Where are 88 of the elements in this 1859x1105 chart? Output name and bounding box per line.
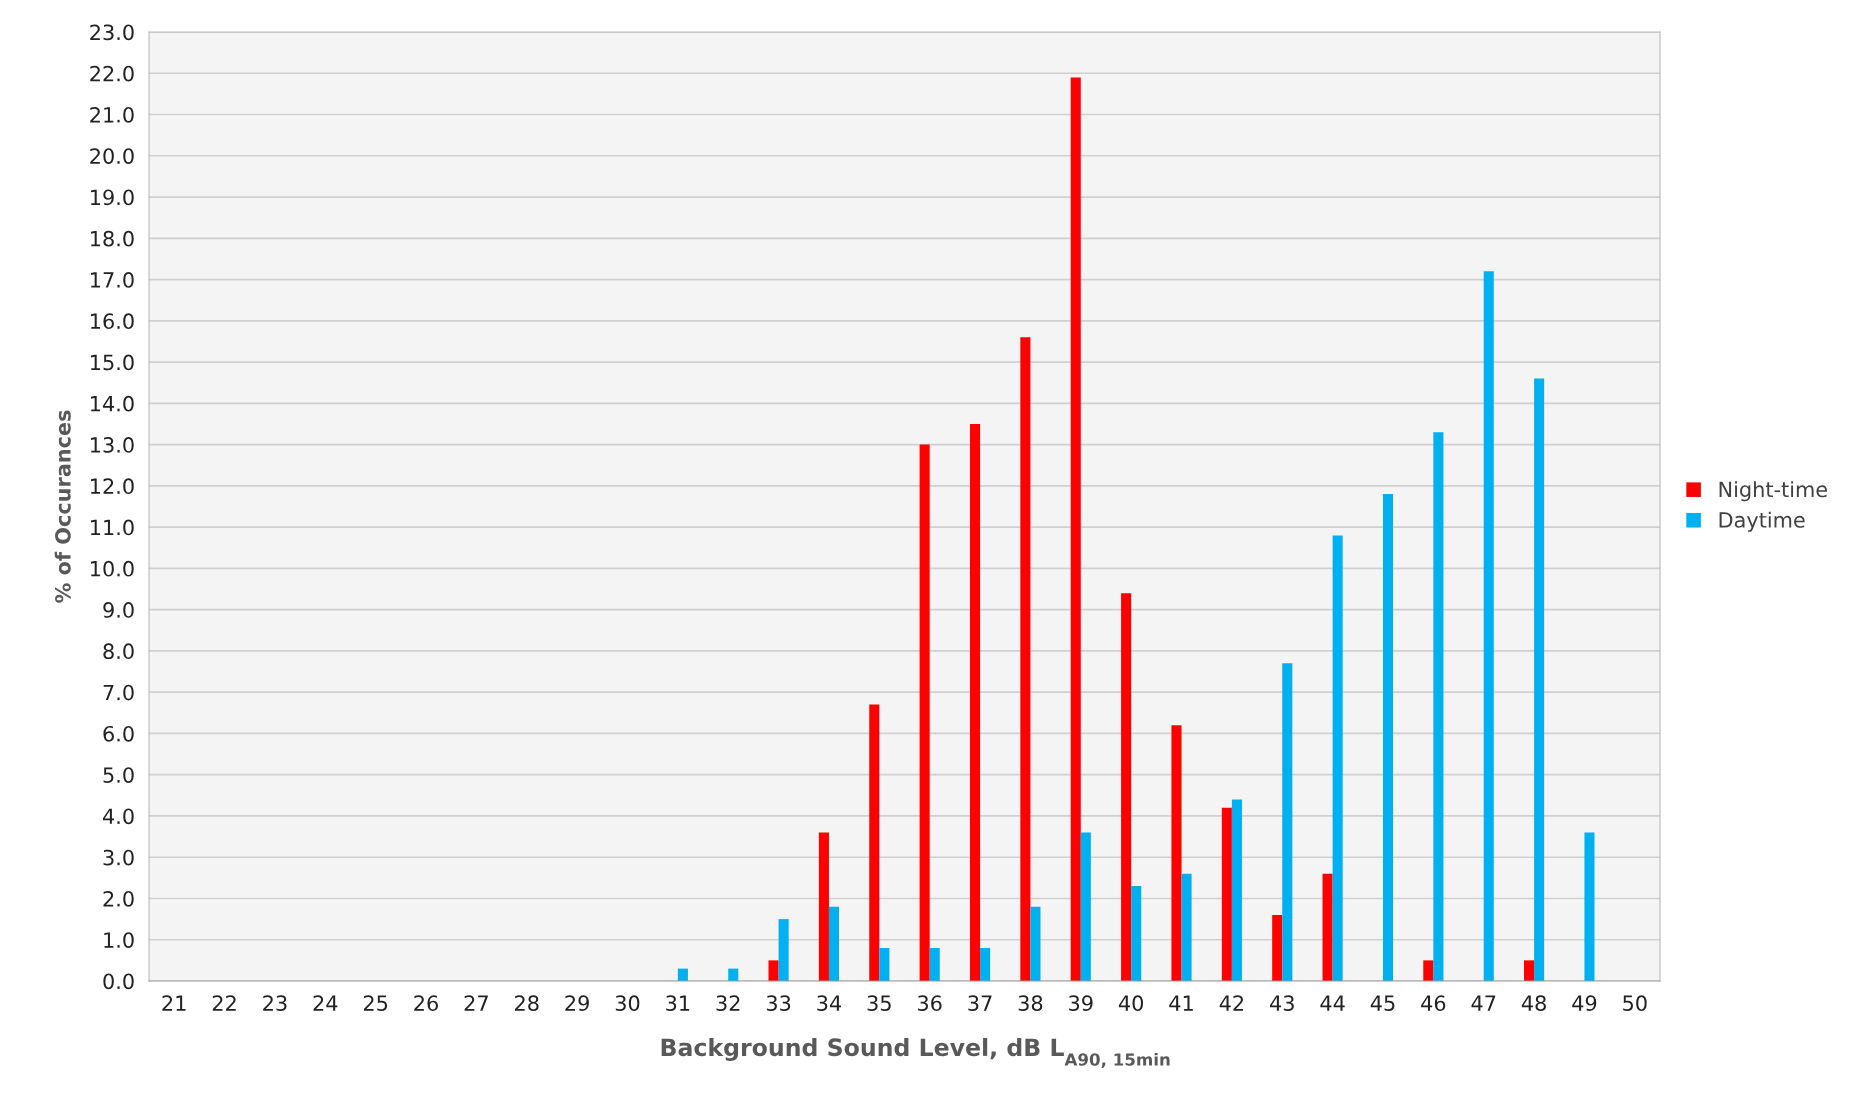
x-tick-label: 36 xyxy=(918,995,942,1012)
y-tick-label: 14.0 xyxy=(91,395,134,412)
y-tick-label: 9.0 xyxy=(103,602,134,618)
bar xyxy=(869,704,880,981)
y-tick-label: 17.0 xyxy=(91,272,134,288)
x-tick-label: 37 xyxy=(968,995,992,1012)
y-tick-label: 11.0 xyxy=(91,519,134,536)
bar xyxy=(1282,663,1293,981)
y-tick-label: 2.0 xyxy=(103,890,134,907)
legend-label: Night-time xyxy=(1719,481,1827,502)
bar xyxy=(1131,886,1142,981)
x-tick-label: 45 xyxy=(1370,995,1395,1012)
x-tick-label: 22 xyxy=(212,995,236,1011)
y-tick-label: 4.0 xyxy=(103,808,134,825)
x-tick-label: 50 xyxy=(1623,995,1647,1012)
bar xyxy=(1433,432,1444,981)
bar xyxy=(1080,832,1091,981)
x-tick-label: 30 xyxy=(615,995,640,1012)
bar xyxy=(929,947,940,981)
y-tick-label: 12.0 xyxy=(91,478,134,495)
bar xyxy=(1332,535,1343,981)
y-tick-label: 5.0 xyxy=(103,767,134,783)
y-tick-label: 8.0 xyxy=(103,643,134,660)
bar xyxy=(768,960,779,981)
x-tick-label: 21 xyxy=(162,995,186,1011)
bar xyxy=(1382,494,1394,981)
x-tick-label: 32 xyxy=(716,995,740,1012)
x-tick-label: 28 xyxy=(515,995,539,1012)
bar xyxy=(1121,593,1132,981)
y-tick-label: 15.0 xyxy=(91,354,134,371)
y-tick-label: 6.0 xyxy=(103,725,134,742)
bar xyxy=(1584,832,1595,981)
bar xyxy=(1030,906,1041,981)
y-tick-label: 1.0 xyxy=(104,932,134,948)
y-axis-title: % of Occurances xyxy=(54,410,71,603)
x-tick-label: 46 xyxy=(1421,995,1446,1012)
bar xyxy=(1322,873,1333,981)
y-tick-label: 21.0 xyxy=(90,106,134,123)
bar xyxy=(969,423,981,981)
bar xyxy=(1272,914,1283,981)
bar xyxy=(828,906,840,981)
bar xyxy=(879,947,890,981)
x-tick-label: 39 xyxy=(1069,995,1093,1012)
bar xyxy=(1423,960,1434,981)
bar xyxy=(1181,873,1192,981)
bar xyxy=(818,832,829,981)
bar xyxy=(919,444,930,981)
x-tick-label: 25 xyxy=(363,995,388,1012)
bar xyxy=(1524,960,1535,981)
x-tick-label: 29 xyxy=(565,995,589,1012)
y-tick-label: 7.0 xyxy=(103,684,134,701)
x-tick-label: 43 xyxy=(1270,995,1294,1012)
bar xyxy=(778,919,789,981)
bar xyxy=(1070,77,1081,981)
x-tick-label: 33 xyxy=(766,995,791,1012)
y-tick-label: 20.0 xyxy=(90,148,134,164)
x-tick-label: 44 xyxy=(1320,995,1345,1011)
bar xyxy=(1221,807,1232,981)
x-tick-label: 42 xyxy=(1219,995,1244,1011)
x-tick-label: 31 xyxy=(666,995,690,1012)
x-tick-label: 40 xyxy=(1118,995,1144,1012)
bar xyxy=(1231,799,1242,981)
x-tick-label: 48 xyxy=(1521,995,1546,1012)
x-tick-label: 34 xyxy=(817,995,842,1012)
y-tick-label: 3.0 xyxy=(103,849,134,866)
y-tick-label: 10.0 xyxy=(91,560,134,577)
bar xyxy=(1171,725,1182,981)
y-tick-label: 23.0 xyxy=(90,24,134,41)
x-tick-label: 35 xyxy=(867,995,891,1012)
y-tick-label: 18.0 xyxy=(91,230,134,247)
bar xyxy=(1534,378,1545,981)
x-tick-label: 38 xyxy=(1018,995,1043,1012)
y-tick-label: 13.0 xyxy=(91,437,134,453)
y-tick-label: 22.0 xyxy=(90,65,134,82)
bar xyxy=(1483,271,1494,981)
bar xyxy=(980,947,991,981)
x-tick-label: 47 xyxy=(1471,995,1496,1011)
x-tick-label: 49 xyxy=(1572,995,1597,1012)
x-tick-label: 27 xyxy=(464,995,488,1011)
x-tick-label: 26 xyxy=(414,995,438,1012)
y-tick-label: 16.0 xyxy=(91,313,134,330)
x-tick-label: 41 xyxy=(1169,995,1193,1011)
y-tick-label: 19.0 xyxy=(91,189,134,206)
y-tick-label: 0.0 xyxy=(103,973,134,990)
x-tick-label: 23 xyxy=(263,995,287,1012)
legend-label: Daytime xyxy=(1719,511,1805,532)
x-tick-label: 24 xyxy=(313,995,338,1011)
bar xyxy=(1020,337,1031,981)
